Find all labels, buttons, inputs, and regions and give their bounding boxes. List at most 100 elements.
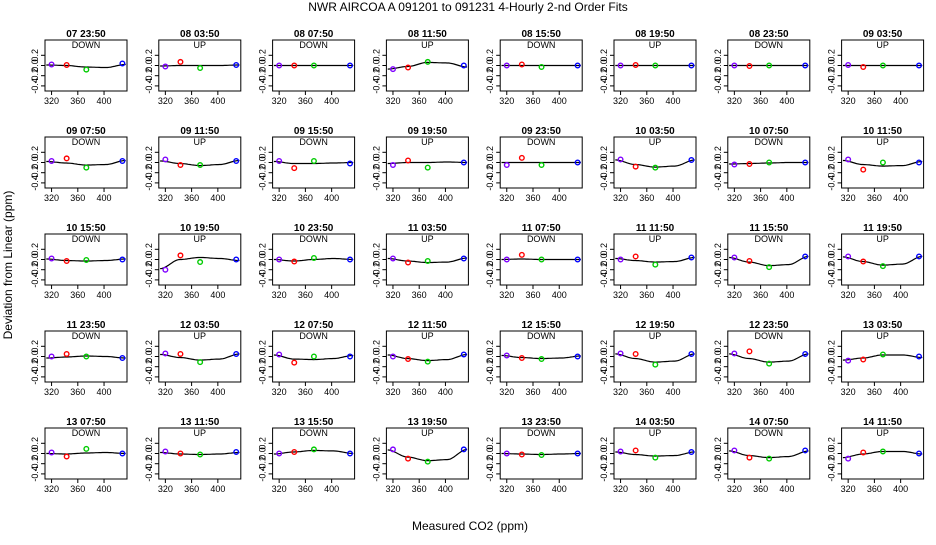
x-tick-label: 360 bbox=[639, 193, 654, 203]
y-tick-label: -0.2 bbox=[144, 68, 154, 84]
data-point bbox=[177, 162, 184, 169]
y-tick-label: 0.0 bbox=[599, 156, 609, 169]
y-tick-label: -0.2 bbox=[371, 456, 381, 472]
fit-curve bbox=[46, 159, 126, 166]
data-point bbox=[83, 66, 90, 73]
data-point bbox=[233, 350, 240, 357]
y-tick-label: 0.0 bbox=[713, 156, 723, 169]
y-tick-label: 0.2 bbox=[30, 340, 40, 353]
y-tick-label: -0.4 bbox=[485, 272, 495, 288]
y-tick-label: 0.2 bbox=[599, 146, 609, 159]
data-point bbox=[48, 61, 55, 68]
data-point bbox=[119, 60, 126, 67]
y-tick-label: 0.2 bbox=[713, 146, 723, 159]
x-tick-label: 320 bbox=[272, 387, 287, 397]
data-point bbox=[83, 353, 90, 360]
panel-mode-label: DOWN bbox=[755, 40, 784, 50]
panel-mode-label: UP bbox=[194, 331, 207, 341]
panel-title: 11 07:50 bbox=[522, 223, 561, 234]
data-point bbox=[503, 162, 510, 169]
data-point bbox=[766, 455, 773, 462]
data-point bbox=[845, 156, 852, 163]
data-point bbox=[119, 157, 126, 164]
x-tick-label: 360 bbox=[184, 387, 199, 397]
y-tick-label: 0.2 bbox=[258, 243, 268, 256]
data-point bbox=[405, 259, 412, 266]
x-tick-label: 400 bbox=[210, 387, 225, 397]
panel-title: 12 15:50 bbox=[521, 320, 561, 331]
y-tick-label: 0.2 bbox=[30, 49, 40, 62]
data-point bbox=[119, 256, 126, 263]
fit-curve bbox=[842, 450, 923, 459]
data-point bbox=[424, 58, 431, 65]
data-point bbox=[63, 258, 70, 265]
x-tick-label: 320 bbox=[613, 290, 628, 300]
y-tick-label: 0.0 bbox=[144, 350, 154, 363]
data-point bbox=[632, 163, 639, 170]
y-tick-label: 0.2 bbox=[144, 437, 154, 450]
data-point bbox=[310, 62, 317, 69]
x-tick-label: 320 bbox=[841, 193, 856, 203]
y-tick-label: 0.0 bbox=[30, 350, 40, 363]
data-point bbox=[63, 453, 70, 460]
y-tick-label: 0.2 bbox=[827, 437, 837, 450]
panel-title: 12 19:50 bbox=[635, 320, 675, 331]
panel-title: 11 03:50 bbox=[408, 223, 447, 234]
panel-title: 13 15:50 bbox=[294, 417, 334, 428]
x-tick-label: 400 bbox=[210, 290, 225, 300]
y-tick-label: 0.0 bbox=[485, 447, 495, 460]
x-tick-label: 400 bbox=[97, 193, 112, 203]
y-tick-label: 0.0 bbox=[599, 253, 609, 266]
x-tick-label: 400 bbox=[438, 484, 453, 494]
y-tick-label: 0.0 bbox=[144, 253, 154, 266]
x-tick-label: 400 bbox=[438, 193, 453, 203]
x-tick-label: 320 bbox=[44, 387, 59, 397]
y-tick-label: 0.2 bbox=[30, 243, 40, 256]
y-tick-label: -0.4 bbox=[485, 175, 495, 191]
fit-curve bbox=[387, 257, 468, 264]
y-tick-label: -0.2 bbox=[144, 165, 154, 181]
data-point bbox=[518, 251, 525, 258]
data-point bbox=[197, 65, 204, 72]
data-point bbox=[860, 449, 867, 456]
fit-curve bbox=[387, 161, 468, 165]
x-tick-label: 320 bbox=[272, 96, 287, 106]
y-tick-label: 0.0 bbox=[371, 156, 381, 169]
x-tick-label: 320 bbox=[499, 387, 514, 397]
y-tick-label: -0.4 bbox=[30, 272, 40, 288]
panel-title: 08 03:50 bbox=[180, 29, 220, 40]
y-tick-label: -0.2 bbox=[144, 359, 154, 375]
x-tick-label: 320 bbox=[727, 193, 742, 203]
y-tick-label: -0.2 bbox=[30, 262, 40, 278]
panel-title: 13 11:50 bbox=[180, 417, 219, 428]
data-point bbox=[291, 62, 298, 69]
x-tick-label: 320 bbox=[727, 96, 742, 106]
panel-mode-label: DOWN bbox=[755, 234, 784, 244]
y-tick-label: -0.4 bbox=[599, 175, 609, 191]
data-point bbox=[424, 258, 431, 265]
data-point bbox=[460, 255, 467, 262]
y-tick-label: 0.0 bbox=[144, 447, 154, 460]
panel-mode-label: UP bbox=[649, 234, 662, 244]
x-tick-label: 360 bbox=[753, 387, 768, 397]
x-tick-label: 320 bbox=[158, 387, 173, 397]
x-tick-label: 400 bbox=[552, 193, 567, 203]
panel-title: 13 03:50 bbox=[863, 320, 903, 331]
y-tick-label: -0.4 bbox=[827, 369, 837, 385]
y-tick-label: 0.0 bbox=[371, 350, 381, 363]
y-tick-label: 0.0 bbox=[30, 253, 40, 266]
data-point bbox=[310, 254, 317, 261]
y-tick-label: -0.2 bbox=[485, 165, 495, 181]
data-point bbox=[460, 62, 467, 69]
x-tick-label: 400 bbox=[779, 387, 794, 397]
y-tick-label: -0.4 bbox=[30, 78, 40, 94]
